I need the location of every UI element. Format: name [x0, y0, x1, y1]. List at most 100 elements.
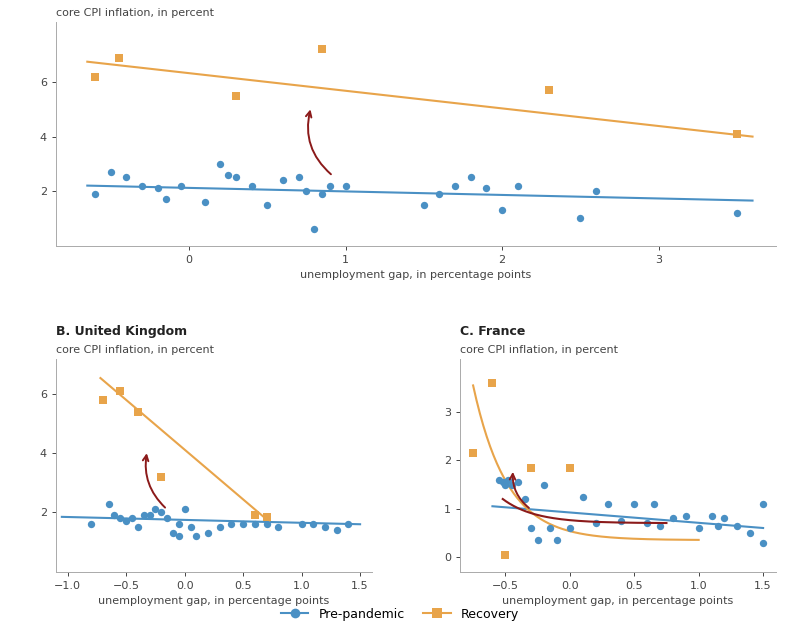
Point [159, 194, 172, 204]
Point [155, 507, 168, 518]
Point [184, 522, 197, 532]
Point [316, 44, 329, 55]
Point [89, 72, 102, 82]
Point [615, 516, 628, 526]
Point [711, 521, 724, 531]
Point [277, 175, 290, 185]
Point [202, 528, 214, 538]
Point [628, 498, 641, 509]
Point [230, 91, 242, 101]
Point [307, 519, 320, 530]
Point [499, 549, 512, 559]
Point [249, 519, 262, 530]
Point [433, 189, 446, 199]
Point [260, 519, 273, 530]
Point [486, 378, 499, 388]
Text: C. France: C. France [460, 324, 526, 338]
Point [166, 528, 179, 538]
Point [538, 479, 550, 490]
Point [173, 519, 186, 530]
Point [308, 224, 321, 234]
Point [542, 85, 555, 95]
Point [214, 159, 226, 169]
Point [342, 519, 354, 530]
Point [499, 479, 512, 490]
Point [641, 518, 654, 528]
Point [647, 498, 660, 509]
Point [550, 535, 563, 545]
Point [730, 208, 743, 218]
Point [666, 513, 679, 523]
Point [330, 525, 343, 535]
Point [323, 180, 336, 190]
Point [480, 184, 493, 194]
Point [131, 407, 144, 417]
Point [525, 523, 538, 533]
Point [295, 519, 308, 530]
Point [198, 197, 211, 207]
Point [506, 479, 518, 490]
Point [563, 462, 576, 472]
Point [589, 518, 602, 528]
Point [155, 472, 168, 482]
Point [149, 504, 162, 514]
Point [136, 180, 149, 190]
Point [757, 537, 770, 547]
Point [493, 474, 506, 485]
Point [757, 498, 770, 509]
Point [316, 189, 329, 199]
Point [744, 528, 757, 538]
Point [104, 167, 117, 177]
Point [496, 205, 509, 215]
Point [731, 521, 744, 531]
Point [464, 172, 477, 182]
Point [292, 172, 305, 182]
Point [89, 189, 102, 199]
Text: core CPI inflation, in percent: core CPI inflation, in percent [56, 8, 214, 18]
Point [214, 522, 226, 532]
Point [339, 180, 352, 190]
Point [654, 521, 666, 531]
Point [108, 511, 121, 521]
Point [96, 395, 109, 405]
Text: B. United Kingdom: B. United Kingdom [56, 324, 187, 338]
X-axis label: unemployment gap, in percentage points: unemployment gap, in percentage points [502, 596, 734, 606]
Point [602, 498, 615, 509]
Text: core CPI inflation, in percent: core CPI inflation, in percent [56, 345, 214, 354]
Point [237, 519, 250, 530]
Point [222, 170, 234, 180]
Point [161, 513, 174, 523]
Point [512, 477, 525, 487]
Point [574, 213, 586, 224]
Point [120, 516, 133, 526]
X-axis label: unemployment gap, in percentage points: unemployment gap, in percentage points [98, 596, 330, 606]
Point [151, 184, 164, 194]
Point [178, 504, 191, 514]
Point [705, 511, 718, 521]
Point [138, 511, 150, 521]
Point [249, 511, 262, 521]
Point [692, 523, 705, 533]
Point [590, 186, 602, 196]
Point [190, 531, 202, 541]
Point [131, 522, 144, 532]
Point [544, 523, 557, 533]
Point [85, 519, 98, 530]
Point [143, 511, 156, 521]
Point [173, 531, 186, 541]
Point [518, 494, 531, 504]
Point [230, 172, 242, 182]
Point [114, 386, 126, 396]
Point [272, 522, 285, 532]
Point [563, 523, 576, 533]
Point [525, 462, 538, 472]
Point [261, 199, 274, 210]
Point [730, 129, 743, 139]
Point [679, 511, 692, 521]
X-axis label: unemployment gap, in percentage points: unemployment gap, in percentage points [300, 270, 532, 280]
Point [466, 448, 479, 458]
Point [718, 513, 731, 523]
Point [126, 513, 138, 523]
Point [496, 477, 509, 487]
Legend: Pre-pandemic, Recovery: Pre-pandemic, Recovery [276, 603, 524, 625]
